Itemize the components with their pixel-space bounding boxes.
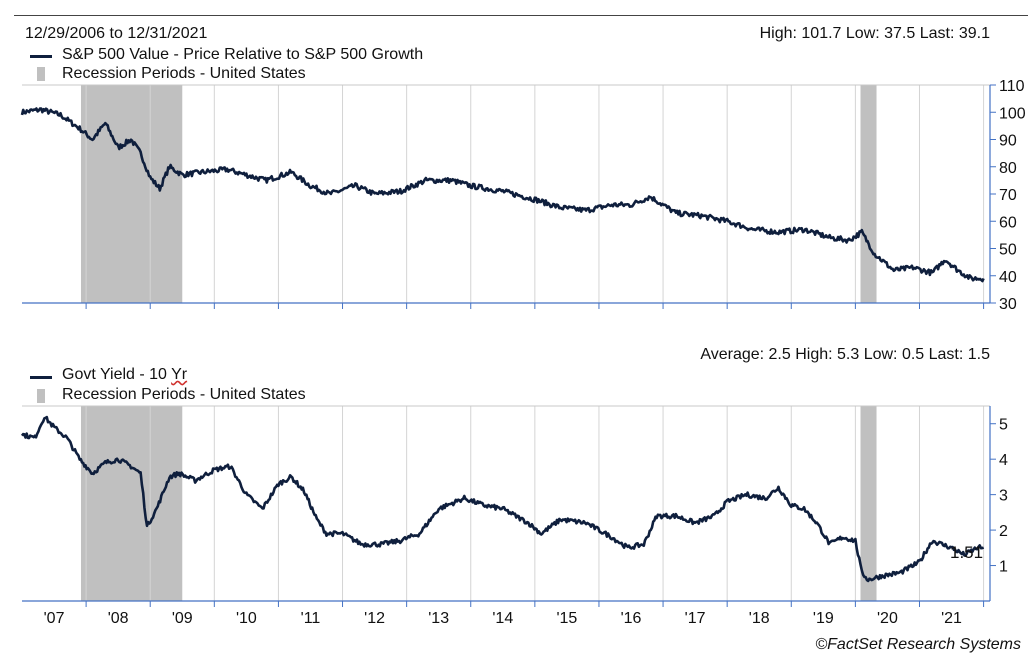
y-tick-label: 80	[999, 160, 1017, 177]
date-range: 12/29/2006 to 12/31/2021	[25, 25, 208, 42]
y-tick-label: 4	[999, 452, 1008, 469]
panel2-chart: 1 2 3 4 5 '07 '08 '09 '10 '11 '12 '13 '14 '15 '16 '17 '1…	[20, 405, 1008, 627]
recession-band	[860, 85, 877, 303]
panel2-legend-series: Govt Yield - 10 Yr	[62, 366, 187, 384]
panel1-stats: High: 101.7 Low: 37.5 Last: 39.1	[759, 25, 990, 42]
series-line	[20, 415, 985, 583]
x-tick-label: '14	[492, 610, 513, 627]
panel2-legend-recession: Recession Periods - United States	[62, 386, 306, 403]
x-tick-label: '15	[556, 610, 577, 627]
y-tick-label: 90	[999, 133, 1017, 150]
y-tick-label: 40	[999, 269, 1017, 286]
recession-band	[80, 406, 183, 601]
y-tick-label: 100	[999, 105, 1026, 122]
x-tick-label: '21	[941, 610, 962, 627]
y-tick-label: 5	[999, 417, 1008, 434]
panel2-last-value-label: 1.51	[950, 543, 984, 562]
x-tick-label: '11	[301, 610, 321, 627]
panel1-legend-recession-swatch	[37, 67, 45, 81]
x-tick-label: '18	[749, 610, 770, 627]
x-tick-label: '08	[108, 610, 129, 627]
panel1-legend-series: S&P 500 Value - Price Relative to S&P 50…	[62, 46, 424, 63]
panel1-legend-line-swatch	[30, 55, 52, 58]
top-rule	[14, 15, 1028, 16]
y-tick-label: 30	[999, 296, 1017, 313]
panel1-chart: 30 40 50 60 70 80 90 100 110	[20, 78, 1026, 313]
x-tick-label: '20	[877, 610, 898, 627]
x-tick-label: '10	[236, 610, 257, 627]
panel2-legend-recession-swatch	[37, 389, 45, 403]
y-tick-label: 2	[999, 523, 1008, 540]
panel1-legend-recession: Recession Periods - United States	[62, 65, 306, 82]
x-tick-label: '09	[172, 610, 193, 627]
recession-band	[80, 85, 183, 303]
y-tick-label: 1	[999, 559, 1008, 576]
x-tick-label: '16	[621, 610, 642, 627]
x-tick-label: '13	[428, 610, 449, 627]
x-tick-label: '07	[44, 610, 65, 627]
y-tick-label: 110	[999, 78, 1025, 95]
x-tick-label: '12	[364, 610, 385, 627]
series-line	[20, 107, 985, 283]
recession-band	[860, 406, 877, 601]
y-tick-label: 70	[999, 187, 1017, 204]
panel2-legend-line-swatch	[30, 376, 52, 379]
y-tick-label: 60	[999, 214, 1017, 231]
panel2-legend-series-main: Govt Yield - 10	[62, 366, 172, 383]
x-tick-label: '19	[813, 610, 834, 627]
y-tick-label: 3	[999, 488, 1008, 505]
panel2-legend-series-tail: Yr	[171, 366, 188, 383]
x-tick-label: '17	[685, 610, 706, 627]
y-tick-label: 50	[999, 242, 1017, 259]
copyright: ©FactSet Research Systems	[815, 636, 1021, 653]
panel2-stats: Average: 2.5 High: 5.3 Low: 0.5 Last: 1.…	[700, 346, 990, 363]
